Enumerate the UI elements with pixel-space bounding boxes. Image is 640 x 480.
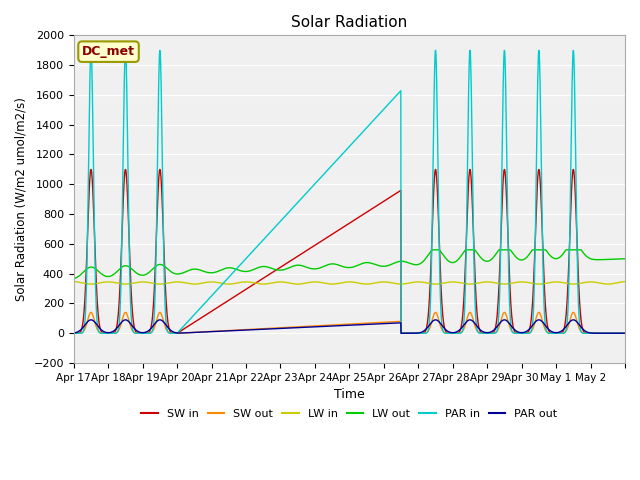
PAR out xyxy=(432,317,440,323)
SW in xyxy=(323,235,331,240)
SW in xyxy=(621,330,629,336)
SW in xyxy=(70,330,77,336)
SW out xyxy=(504,319,512,324)
LW out xyxy=(323,262,331,268)
LW in xyxy=(70,278,77,284)
SW in xyxy=(605,330,613,336)
LW in xyxy=(98,280,106,286)
SW out xyxy=(323,323,331,328)
LW in xyxy=(339,280,346,286)
SW out xyxy=(70,330,77,336)
LW out xyxy=(621,256,629,262)
Legend: SW in, SW out, LW in, LW out, PAR in, PAR out: SW in, SW out, LW in, LW out, PAR in, PA… xyxy=(137,404,562,423)
LW in xyxy=(328,281,336,287)
PAR out xyxy=(98,327,106,333)
LW out xyxy=(338,264,346,269)
PAR out xyxy=(605,330,613,336)
SW out xyxy=(605,330,613,336)
PAR in xyxy=(98,330,106,336)
SW in xyxy=(605,330,613,336)
PAR out xyxy=(605,330,613,336)
SW in xyxy=(432,167,440,172)
SW out xyxy=(432,310,440,315)
PAR in xyxy=(338,152,346,157)
SW in xyxy=(338,225,346,231)
PAR out xyxy=(504,319,512,325)
X-axis label: Time: Time xyxy=(334,388,365,401)
Line: LW out: LW out xyxy=(74,250,625,279)
Text: DC_met: DC_met xyxy=(82,45,135,58)
SW out xyxy=(621,330,629,336)
PAR in xyxy=(70,330,77,336)
LW out xyxy=(428,247,436,252)
PAR in xyxy=(605,330,613,336)
LW in xyxy=(605,281,613,287)
LW in xyxy=(323,281,331,287)
PAR out xyxy=(70,330,77,336)
PAR out xyxy=(621,330,629,336)
Line: LW in: LW in xyxy=(74,281,625,284)
LW out xyxy=(504,247,512,252)
LW out xyxy=(98,271,106,277)
PAR out xyxy=(338,323,346,328)
Line: SW in: SW in xyxy=(74,169,625,333)
LW in xyxy=(504,281,512,287)
LW out xyxy=(605,256,613,262)
LW in xyxy=(621,278,629,284)
PAR in xyxy=(504,241,512,247)
SW in xyxy=(504,237,512,243)
PAR in xyxy=(432,48,440,53)
SW out xyxy=(98,330,106,336)
PAR in xyxy=(323,168,331,173)
SW in xyxy=(98,329,106,335)
LW in xyxy=(605,281,613,287)
Y-axis label: Solar Radiation (W/m2 umol/m2/s): Solar Radiation (W/m2 umol/m2/s) xyxy=(15,97,28,301)
Line: PAR in: PAR in xyxy=(74,50,625,333)
PAR in xyxy=(605,330,613,336)
Line: SW out: SW out xyxy=(74,312,625,333)
Title: Solar Radiation: Solar Radiation xyxy=(291,15,408,30)
SW out xyxy=(338,322,346,327)
LW out xyxy=(70,276,77,282)
PAR out xyxy=(323,324,331,329)
SW out xyxy=(605,330,613,336)
PAR in xyxy=(621,330,629,336)
Line: PAR out: PAR out xyxy=(74,320,625,333)
LW out xyxy=(605,256,613,262)
